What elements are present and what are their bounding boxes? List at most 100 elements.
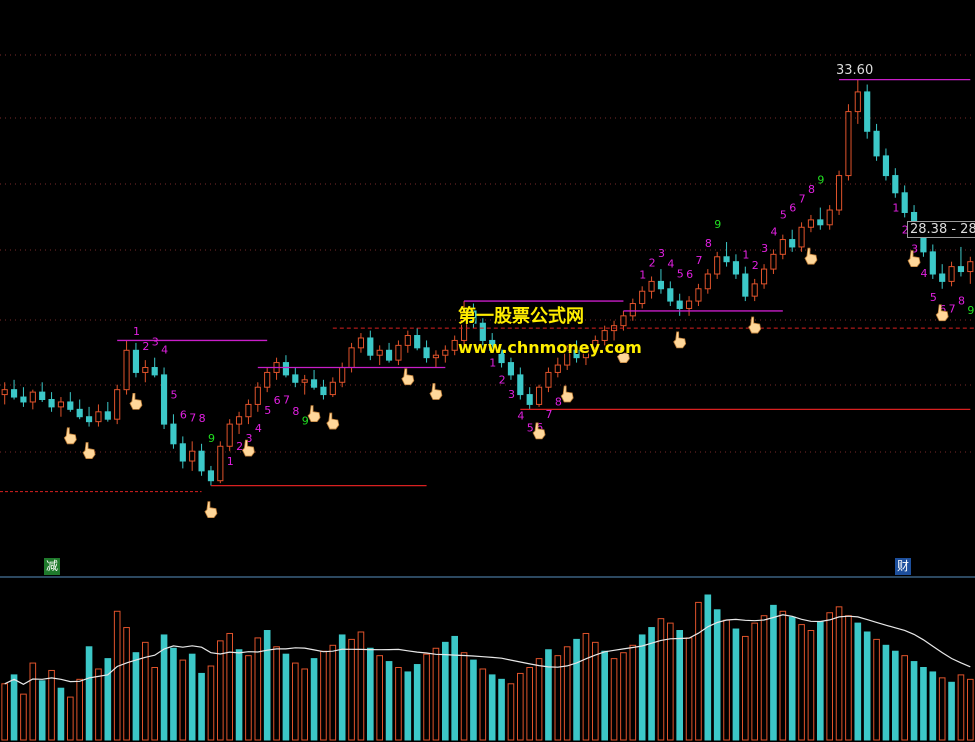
volume-bar bbox=[423, 653, 430, 741]
volume-bar bbox=[695, 601, 702, 741]
hand-pointer-icon bbox=[907, 250, 921, 268]
hand-pointer-icon bbox=[82, 442, 96, 459]
volume-bar bbox=[282, 653, 290, 741]
volume-bar bbox=[432, 647, 440, 741]
candle-body bbox=[189, 450, 196, 462]
hand-pointer-icon bbox=[129, 392, 143, 410]
volume-bar bbox=[376, 655, 383, 741]
count-label: 2 bbox=[499, 374, 506, 387]
volume-bar bbox=[882, 644, 890, 741]
hand-pointer-icon bbox=[560, 385, 574, 403]
candle-body bbox=[207, 470, 215, 482]
candle-body bbox=[948, 266, 955, 282]
volume-bar bbox=[788, 616, 796, 741]
candle-body bbox=[367, 337, 374, 356]
volume-bar bbox=[601, 650, 608, 741]
volume-bar bbox=[57, 687, 65, 741]
volume-bar bbox=[910, 661, 918, 741]
volume-bar bbox=[807, 630, 815, 741]
watermark-title: 第一股票公式网 bbox=[458, 306, 584, 327]
hand-pointer-icon bbox=[429, 383, 443, 400]
price-range-label: 28.38 - 28 bbox=[907, 221, 975, 238]
volume-bar bbox=[160, 634, 168, 741]
volume-bar bbox=[104, 658, 112, 741]
candle-body bbox=[442, 349, 449, 356]
volume-bar bbox=[170, 647, 177, 741]
candle-body bbox=[657, 280, 665, 290]
candle-body bbox=[498, 349, 505, 364]
candle-body bbox=[601, 330, 608, 341]
count-label: 7 bbox=[189, 411, 196, 424]
candle-body bbox=[357, 337, 365, 349]
volume-bar bbox=[517, 672, 524, 741]
count-label: 5 bbox=[170, 388, 177, 401]
count-label: 3 bbox=[911, 243, 918, 256]
count-label: 1 bbox=[639, 268, 646, 281]
hand-pointer-icon bbox=[532, 422, 546, 440]
candle-body bbox=[714, 256, 721, 275]
volume-bar bbox=[798, 624, 805, 741]
volume-bar bbox=[113, 610, 121, 741]
candle-body bbox=[310, 379, 318, 388]
volume-bar bbox=[301, 668, 308, 741]
volume-bar bbox=[592, 641, 599, 741]
candle-body bbox=[1, 389, 8, 396]
candle-body bbox=[348, 347, 355, 369]
candle-body bbox=[732, 261, 740, 275]
candle-body bbox=[826, 209, 833, 226]
volume-bar bbox=[873, 638, 880, 741]
candle-body bbox=[114, 389, 121, 420]
volume-bar bbox=[1, 683, 8, 741]
volume-bar bbox=[760, 615, 768, 741]
candle-body bbox=[301, 379, 308, 383]
count-label: 8 bbox=[199, 412, 206, 425]
count-label: 9 bbox=[817, 174, 824, 187]
finance-badge[interactable]: 财 bbox=[895, 558, 912, 575]
candle-body bbox=[479, 322, 486, 341]
hand-pointer-icon bbox=[326, 412, 340, 430]
volume-bar bbox=[85, 646, 93, 741]
candle-body bbox=[170, 423, 177, 445]
candle-body bbox=[20, 396, 27, 403]
volume-bar bbox=[770, 604, 777, 741]
volume-bar bbox=[845, 615, 852, 741]
hand-pointer-icon bbox=[307, 405, 321, 423]
volume-bar bbox=[179, 659, 187, 741]
volume-bar bbox=[273, 646, 280, 741]
reduce-badge[interactable]: 减 bbox=[44, 558, 61, 575]
volume-bar bbox=[863, 631, 871, 741]
period-high-label: 33.60 bbox=[836, 63, 874, 78]
volume-bar bbox=[404, 671, 412, 741]
count-label: 5 bbox=[527, 421, 534, 434]
candle-body bbox=[892, 175, 899, 194]
volume-bar bbox=[413, 664, 421, 741]
volume-bar bbox=[142, 641, 149, 741]
volume-bar bbox=[76, 678, 83, 741]
count-label: 6 bbox=[536, 421, 543, 434]
count-label: 4 bbox=[667, 257, 674, 270]
candle-body bbox=[179, 443, 186, 462]
candle-body bbox=[423, 347, 430, 359]
candle-body bbox=[864, 91, 871, 132]
volume-bar bbox=[479, 668, 487, 741]
volume-bar bbox=[526, 667, 533, 741]
volume-bar bbox=[554, 655, 562, 741]
candle-body bbox=[142, 367, 149, 373]
candle-body bbox=[470, 310, 477, 324]
volume-bar bbox=[29, 662, 37, 741]
candle-body bbox=[854, 91, 861, 113]
candle-body bbox=[967, 261, 974, 273]
watermark-url: www.chnmoney.com bbox=[458, 338, 642, 357]
candle-body bbox=[817, 219, 824, 226]
count-label: 5 bbox=[780, 209, 787, 222]
count-label: 9 bbox=[302, 415, 309, 428]
count-label: 4 bbox=[161, 344, 168, 357]
hand-pointer-icon bbox=[204, 501, 218, 519]
candle-body bbox=[592, 339, 599, 349]
candle-body bbox=[132, 349, 140, 373]
candle-body bbox=[535, 386, 543, 405]
volume-bar bbox=[835, 606, 843, 741]
candle-body bbox=[395, 344, 402, 361]
